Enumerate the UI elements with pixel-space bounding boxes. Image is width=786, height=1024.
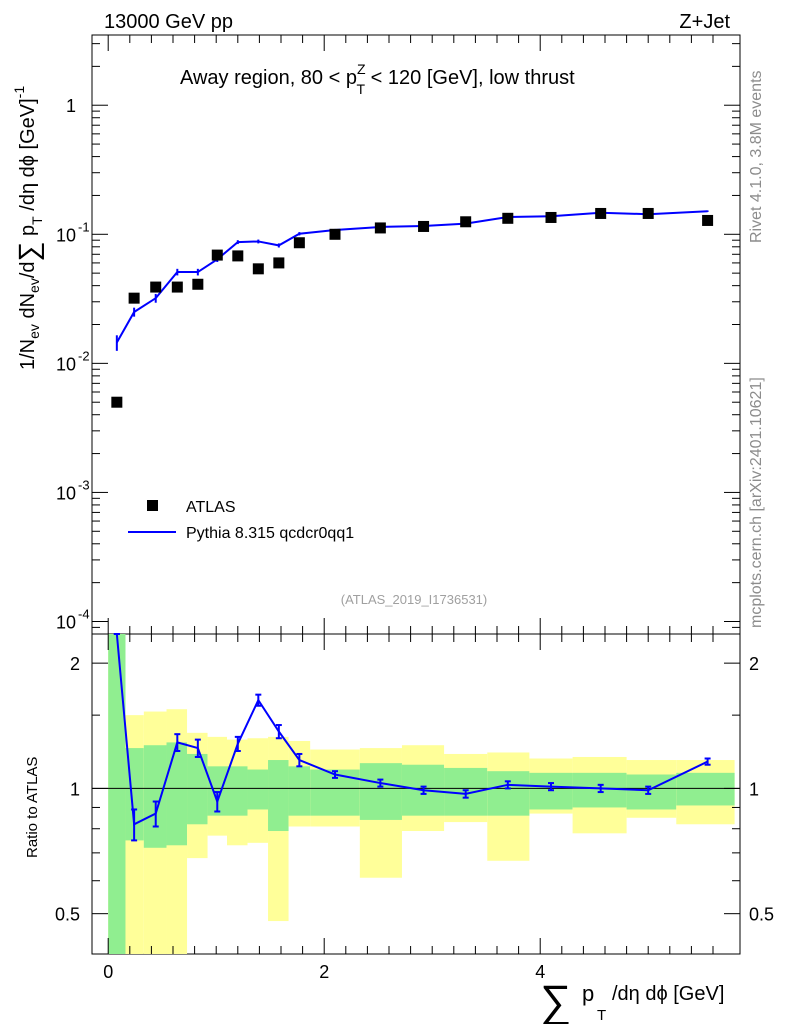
ratio-band-stat bbox=[227, 766, 248, 816]
ratio-tick-label: 2 bbox=[70, 654, 80, 674]
ratio-band-stat bbox=[572, 772, 627, 808]
y-tick-exponent: -3 bbox=[78, 477, 90, 492]
ratio-band-stat bbox=[143, 745, 167, 848]
y-tick-label: 10 bbox=[56, 612, 76, 632]
ratio-band-stat bbox=[676, 772, 735, 806]
y-tick-exponent: -2 bbox=[78, 348, 90, 363]
data-point bbox=[273, 257, 285, 269]
plot-title-part-b: < 120 [GeV], low thrust bbox=[365, 67, 575, 89]
data-point bbox=[150, 281, 162, 293]
ratio-band-stat bbox=[359, 763, 402, 820]
data-point bbox=[460, 216, 472, 228]
y-axis-label-ratio: Ratio to ATLAS bbox=[24, 757, 41, 858]
data-point bbox=[418, 220, 430, 232]
svg-text:1/Nev dNev/d∑ pT /dη dϕ [GeV]: 1/Nev dNev/d∑ pT /dη dϕ [GeV]-1 bbox=[11, 86, 45, 370]
data-point bbox=[171, 281, 183, 293]
main-marks bbox=[111, 207, 714, 408]
process-label: Z+Jet bbox=[679, 11, 730, 33]
mc-series-line bbox=[115, 210, 708, 344]
x-tick-label: 4 bbox=[535, 962, 545, 982]
rivet-label: Rivet 4.1.0, 3.8M events bbox=[748, 70, 765, 243]
svg-text:T: T bbox=[597, 1007, 606, 1024]
svg-text:∑: ∑ bbox=[540, 977, 571, 1024]
ratio-band-stat bbox=[108, 634, 126, 954]
svg-text:p: p bbox=[582, 981, 594, 1006]
legend-data-marker bbox=[147, 500, 158, 511]
svg-text:/dη dϕ [GeV]: /dη dϕ [GeV] bbox=[612, 983, 724, 1005]
data-point bbox=[111, 396, 123, 408]
data-point bbox=[232, 250, 244, 262]
legend-data-label: ATLAS bbox=[186, 499, 236, 516]
y-tick-label: 10 bbox=[56, 483, 76, 503]
plot-title: Away region, 80 < pZ T < 120 [GeV], low t… bbox=[180, 61, 575, 97]
data-point bbox=[252, 263, 264, 275]
main-panel bbox=[91, 34, 741, 635]
y-tick-exponent: -1 bbox=[78, 219, 90, 234]
mcplots-label: mcplots.cern.ch [arXiv:2401.10621] bbox=[748, 377, 765, 628]
ratio-band-stat bbox=[166, 742, 188, 846]
ratio-bands bbox=[108, 634, 735, 954]
ratio-tick-label-right: 1 bbox=[749, 779, 759, 799]
data-point bbox=[374, 222, 386, 234]
plot-title-sub: T bbox=[357, 81, 366, 97]
ratio-band-stat bbox=[207, 766, 227, 816]
ratio-band-stat bbox=[487, 771, 530, 816]
ratio-ticks: 0 2 4 0.5 0.5 1 1 2 2 bbox=[55, 634, 774, 982]
y-tick-exponent: -4 bbox=[78, 606, 90, 621]
data-point bbox=[192, 278, 204, 290]
ratio-band-stat bbox=[268, 760, 289, 832]
ratio-tick-label-right: 0.5 bbox=[749, 905, 774, 925]
plot-title-sup: Z bbox=[357, 61, 366, 77]
energy-label: 13000 GeV pp bbox=[104, 11, 233, 33]
y-tick-label: 10 bbox=[56, 225, 76, 245]
analysis-id: (ATLAS_2019_I1736531) bbox=[341, 592, 487, 607]
legend: ATLAS Pythia 8.315 qcdcr0qq1 bbox=[128, 499, 354, 542]
ratio-band-stat bbox=[247, 769, 269, 810]
x-tick-label: 0 bbox=[103, 962, 113, 982]
x-axis-label: ∑ p T /dη dϕ [GeV] bbox=[540, 977, 724, 1024]
main-frame bbox=[91, 34, 741, 635]
x-tick-label: 2 bbox=[319, 962, 329, 982]
data-point bbox=[293, 237, 305, 249]
data-point bbox=[502, 212, 514, 224]
data-point bbox=[211, 249, 223, 261]
ratio-band-stat bbox=[187, 753, 208, 825]
plot-title-part-a: Away region, 80 < p bbox=[180, 67, 357, 89]
data-point bbox=[545, 211, 557, 223]
ratio-panel bbox=[91, 633, 741, 955]
ratio-tick-label-right: 2 bbox=[749, 654, 759, 674]
data-point bbox=[702, 214, 714, 226]
data-point bbox=[642, 207, 654, 219]
y-tick-label: 10 bbox=[56, 354, 76, 374]
ratio-tick-label: 0.5 bbox=[55, 905, 80, 925]
legend-mc-label: Pythia 8.315 qcdcr0qq1 bbox=[186, 525, 354, 542]
ratio-tick-label: 1 bbox=[70, 779, 80, 799]
data-point bbox=[329, 228, 341, 240]
ratio-marks bbox=[113, 633, 711, 842]
y-axis-label-main: 1/Nev dNev/d∑ pT /dη dϕ [GeV]-1 bbox=[11, 86, 45, 370]
ratio-frame bbox=[91, 633, 741, 955]
data-point bbox=[128, 292, 140, 304]
y-tick-label: 1 bbox=[66, 96, 76, 116]
data-point bbox=[595, 207, 607, 219]
ratio-band-stat bbox=[288, 766, 311, 816]
